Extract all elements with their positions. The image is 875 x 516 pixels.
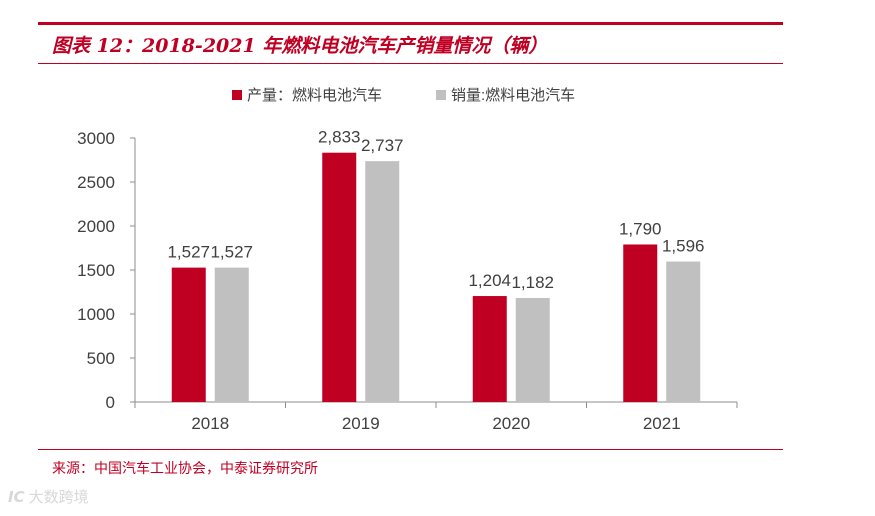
legend-sales-label: 销量:燃料电池汽车 [451, 86, 575, 104]
legend-sales-swatch [436, 90, 446, 100]
y-tick-label: 2000 [77, 217, 115, 236]
bar-sales [666, 261, 701, 402]
watermark-text: 大数跨境 [28, 488, 89, 506]
data-label: 1,182 [511, 273, 554, 292]
figure-title: 图表 12：2018-2021 年燃料电池汽车产销量情况（辆） [52, 35, 548, 57]
data-label: 1,790 [619, 219, 662, 238]
x-tick-label: 2021 [643, 414, 681, 433]
x-tick-label: 2020 [492, 414, 530, 433]
bar-sales [515, 297, 550, 402]
y-tick-label: 500 [87, 349, 115, 368]
data-label: 1,527 [210, 243, 253, 262]
bottom-rule [38, 449, 783, 450]
data-label: 1,204 [468, 271, 511, 290]
legend-production-swatch [232, 90, 242, 100]
y-tick-label: 3000 [77, 129, 115, 148]
legend-production-label: 产量：燃料电池汽车 [247, 86, 382, 104]
bar-production [623, 244, 658, 402]
x-tick-label: 2018 [191, 414, 229, 433]
bar-sales [214, 267, 249, 402]
data-label: 1,596 [662, 237, 705, 256]
y-tick-label: 2500 [77, 173, 115, 192]
watermark: IC 大数跨境 [8, 486, 89, 507]
y-tick-label: 1500 [77, 261, 115, 280]
bar-sales [365, 161, 400, 402]
bar-production [171, 267, 206, 402]
y-tick-label: 1000 [77, 305, 115, 324]
data-label: 2,737 [361, 136, 404, 155]
bar-production [472, 296, 507, 402]
data-label: 1,527 [167, 243, 210, 262]
top-rule [38, 22, 783, 25]
title-rule [38, 63, 783, 64]
source-note: 来源：中国汽车工业协会，中泰证券研究所 [52, 461, 318, 477]
watermark-logo-icon: IC [8, 488, 25, 506]
data-label: 2,833 [318, 128, 361, 147]
x-tick-label: 2019 [342, 414, 380, 433]
y-tick-label: 0 [106, 393, 115, 412]
bar-production [322, 152, 357, 402]
